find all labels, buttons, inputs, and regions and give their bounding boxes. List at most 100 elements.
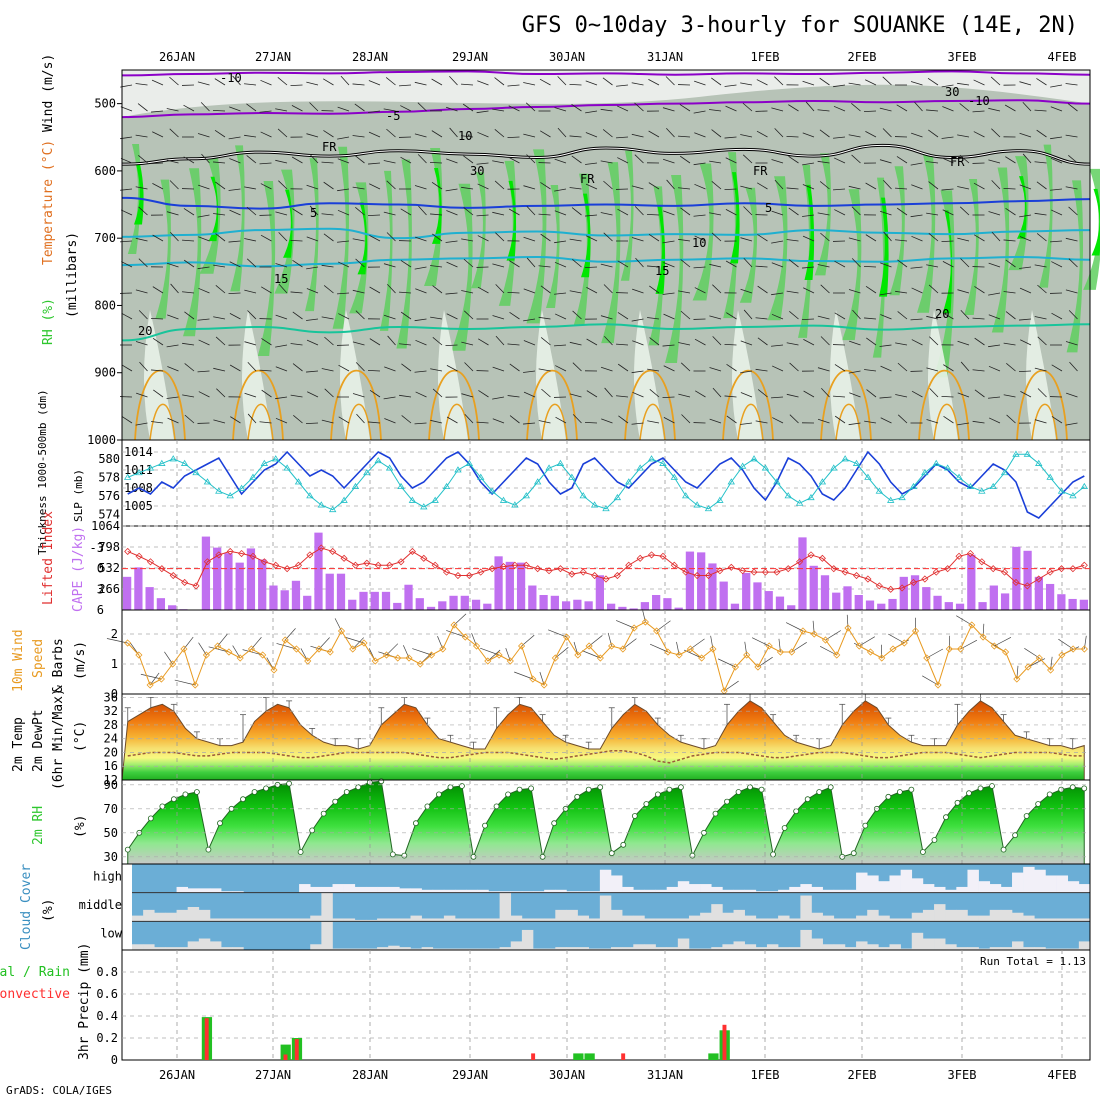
wind-barb [1036,129,1047,138]
thickness-marker [237,484,246,491]
thickness-marker [488,487,496,494]
wind-barb [817,367,830,372]
contour-label: FR [322,140,337,154]
label-cloud-cover: Cloud Cover [19,864,34,950]
thickness-marker [909,482,918,490]
wind-barb [1065,341,1078,346]
cape-bar [280,590,289,610]
rh-marker [320,810,327,817]
wind-barb [848,422,861,426]
thickness-marker [659,459,667,466]
thickness-marker [716,496,724,503]
cape-bar [820,575,830,610]
wind-barb [941,136,954,139]
cloud-cell [844,889,857,893]
cape-bar [471,599,481,610]
li-marker [841,568,849,576]
thickness-marker [841,455,849,462]
cloud-cell [410,915,422,922]
wind-barb [213,316,226,320]
rh-marker [297,849,304,855]
wind-speed-marker [135,651,143,659]
wind-barb [354,103,365,112]
surface-wind-barb [318,637,330,650]
wind-barb [244,392,257,398]
wind-barb [198,184,210,190]
rh-moist-band [665,174,684,363]
cloud-cell [911,932,924,950]
rh-marker [954,799,961,806]
wind-barb [509,260,520,268]
wind-barb [693,214,706,217]
cloud-cell [354,886,367,893]
wind-barb [554,292,567,295]
wind-barb [430,368,443,372]
surface-wind-barb [480,647,500,656]
rh-moist-band [379,170,393,331]
wind-barb [337,209,350,216]
label-thickness: Thickness 1000-500mb (dm) [36,389,49,555]
wind-barb [290,291,303,294]
surface-wind-barb [582,650,601,659]
cape-bar [314,532,323,610]
thickness-marker [886,496,895,503]
wind-barb [851,206,861,216]
wind-barb [228,188,241,191]
date-tick-bottom: 26JAN [159,1068,195,1082]
cloud-cell [778,915,790,922]
cape-tick-label: 266 [98,582,120,596]
li-marker [1023,582,1031,590]
top-date-axis: 26JAN 27JAN 28JAN 29JAN 30JAN 31JAN 1FEB 2FEB 3F… [159,50,1077,64]
thickness-marker [465,459,474,466]
li-marker [704,571,713,580]
wind-barb [740,134,753,138]
li-line [127,547,1085,590]
precip-tick-label: 0.8 [96,965,118,979]
li-marker [955,552,963,560]
wind-barb [523,185,536,190]
wind-barb [571,103,582,112]
label-rh: RH (%) [41,298,56,345]
cloud-cell [778,889,790,893]
rh-marker [147,815,154,822]
surface-wind-barb [412,648,432,656]
wind-barb [244,289,257,294]
wind-speed-marker [495,651,503,659]
thickness-marker [328,505,337,513]
wind-barb [616,105,629,112]
wind-barb [617,312,629,320]
wind-barb [632,288,644,294]
wind-speed-marker [788,648,796,656]
wind-barb [386,128,396,138]
wind-barb [540,130,551,138]
wind-barb [244,341,257,346]
rh-moist-band [498,160,517,306]
cloud-cell [867,909,879,922]
label-cloud-units: (%) [41,899,56,922]
wind-speed-marker [664,648,672,656]
rh-marker [931,837,938,843]
rh-dry-upper [122,70,1090,118]
wind-barb [1068,258,1078,268]
wind-barb [246,206,257,216]
cloud-cell [622,886,634,893]
cloud-cell [934,886,946,893]
date-tick-top: 29JAN [452,50,488,64]
precip-convective-bar [531,1053,536,1060]
wind-speed-marker [596,654,604,662]
cape-bar [168,605,177,610]
cloud-cell [1078,918,1091,922]
wind-barb [540,337,551,346]
wind-barb [414,370,427,373]
wind-barb [788,207,799,216]
label-6hr-minmax: (6hr Min/Max) [51,688,66,790]
wind-barb [1065,237,1078,242]
rh-marker [412,820,419,827]
rh-moist-band [471,172,486,289]
wind-tick-label: 0 [111,687,118,701]
li-marker [511,561,519,569]
isotherm-warm [820,369,872,441]
cloud-cell [655,918,667,922]
wind-barb [957,237,970,242]
slp-tick-label: 1011 [124,463,153,477]
